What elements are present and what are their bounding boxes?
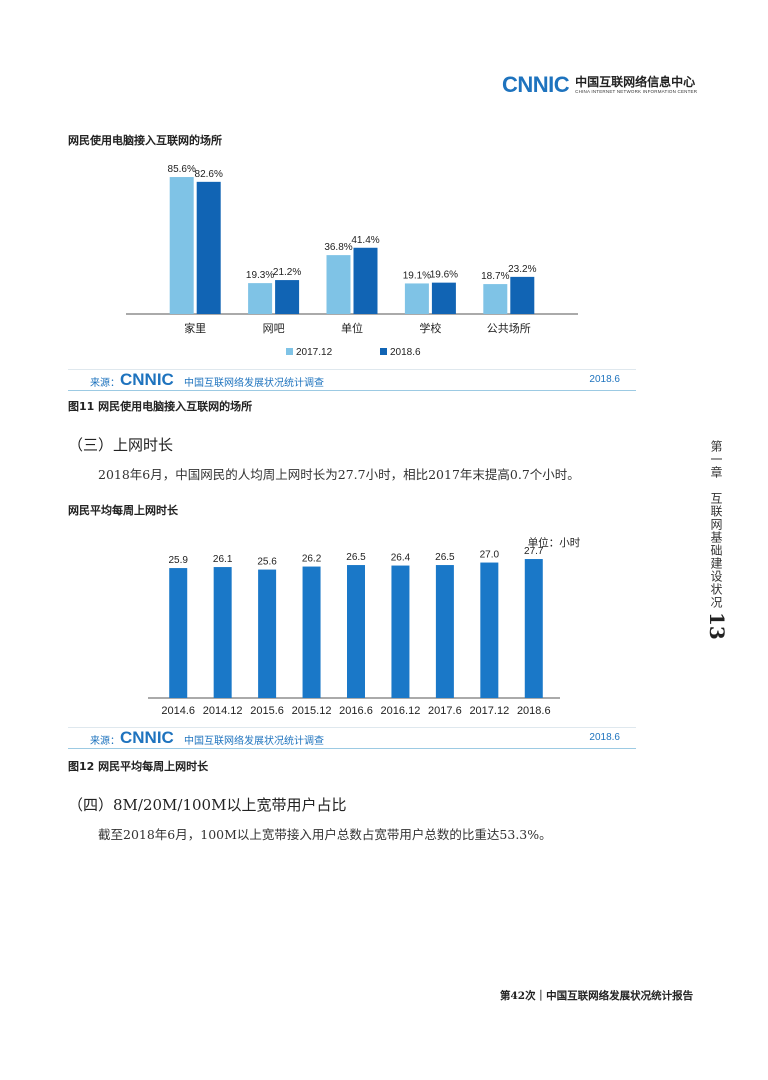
legend-swatch xyxy=(380,348,387,355)
x-tick-label: 2017.6 xyxy=(428,705,462,717)
data-label: 19.1% xyxy=(403,270,431,281)
section3-paragraph: 2018年6月，中国网民的人均周上网时长为27.7小时，相比2017年末提高0.… xyxy=(98,467,580,482)
data-label: 23.2% xyxy=(508,264,536,275)
chart2-caption: 网民平均每周上网时长 xyxy=(68,504,178,517)
logo-mark: CNNIC xyxy=(502,72,570,97)
side-chapter-title: 第一章 互联网基础建设状况 xyxy=(709,440,723,609)
section4-heading: （四）8M/20M/100M以上宽带用户占比 xyxy=(68,796,347,814)
chart2-source-bar: 来源： CNNIC 中国互联网络发展状况统计调查 2018.6 xyxy=(68,727,636,749)
data-label: 25.6 xyxy=(257,557,277,568)
data-label: 26.1 xyxy=(213,554,233,565)
section3-heading: （三）上网时长 xyxy=(68,436,174,454)
source-divider xyxy=(68,390,636,391)
source-title: 中国互联网络发展状况统计调查 xyxy=(184,378,324,389)
data-label: 26.5 xyxy=(435,552,455,563)
data-label: 27.7 xyxy=(524,546,544,557)
unit-label: 单位：小时 xyxy=(528,536,581,549)
logo-cn-name: 中国互联网络信息中心 xyxy=(575,74,696,89)
source-date: 2018.6 xyxy=(589,374,620,385)
bar xyxy=(258,569,277,698)
chart1-caption: 网民使用电脑接入互联网的场所 xyxy=(68,134,222,147)
data-label: 18.7% xyxy=(481,271,509,282)
legend-swatch xyxy=(286,348,293,355)
chart2-svg: 单位：小时 25.9 2014.6 26.1 2014.12 25.6 2015.6 26.2… xyxy=(148,536,581,717)
bar xyxy=(275,280,300,314)
x-tick-label: 单位 xyxy=(341,321,363,335)
bar xyxy=(326,255,351,314)
x-tick-label: 学校 xyxy=(419,321,441,335)
data-label: 26.2 xyxy=(302,554,322,565)
data-label: 41.4% xyxy=(351,235,379,246)
legend-label: 2017.12 xyxy=(296,347,333,358)
data-label: 19.3% xyxy=(246,270,274,281)
x-tick-label: 2015.6 xyxy=(250,705,284,717)
bar xyxy=(213,567,232,698)
logo-en-name: CHINA INTERNET NETWORK INFORMATION CENTE… xyxy=(575,88,698,94)
source-divider xyxy=(68,748,636,749)
data-label: 19.6% xyxy=(430,270,458,281)
data-label: 82.6% xyxy=(195,169,223,180)
section4-paragraph: 截至2018年6月，100M以上宽带接入用户总数占宽带用户总数的比重达53.3%… xyxy=(98,827,552,842)
data-label: 26.4 xyxy=(391,553,411,564)
x-tick-label: 家里 xyxy=(184,321,206,335)
data-label: 25.9 xyxy=(168,555,188,566)
x-tick-label: 公共场所 xyxy=(487,321,531,335)
x-tick-label: 2015.12 xyxy=(292,705,332,717)
chart1-figure-caption: 图11 网民使用电脑接入互联网的场所 xyxy=(68,400,253,413)
bar xyxy=(404,283,429,314)
source-title: 中国互联网络发展状况统计调查 xyxy=(184,736,324,747)
bar xyxy=(435,565,454,698)
x-tick-label: 2016.6 xyxy=(339,705,373,717)
x-tick-label: 2018.6 xyxy=(517,705,551,717)
chart1-svg: 85.6%82.6% 家里 19.3%21.2% 网吧 36.8%41.4% 单位 19.1… xyxy=(126,164,578,358)
source-label: 来源： xyxy=(90,736,120,747)
bar xyxy=(169,177,194,314)
source-logo: CNNIC xyxy=(120,370,174,389)
bar xyxy=(248,283,273,314)
footer-report-title: 第42次｜中国互联网络发展状况统计报告 xyxy=(500,990,694,1002)
x-tick-label: 2014.12 xyxy=(203,705,243,717)
bar xyxy=(524,559,543,698)
bar xyxy=(510,276,535,314)
bar xyxy=(480,562,499,698)
source-label: 来源： xyxy=(90,378,120,389)
source-date: 2018.6 xyxy=(589,732,620,743)
data-label: 21.2% xyxy=(273,267,301,278)
source-logo: CNNIC xyxy=(120,728,174,747)
bar xyxy=(302,566,321,698)
data-label: 36.8% xyxy=(324,242,352,253)
bar xyxy=(391,565,410,698)
data-label: 26.5 xyxy=(346,552,366,563)
chart2-figure-caption: 图12 网民平均每周上网时长 xyxy=(68,760,209,773)
data-label: 85.6% xyxy=(168,164,196,175)
chart1-source-bar: 来源： CNNIC 中国互联网络发展状况统计调查 2018.6 xyxy=(68,369,636,391)
x-tick-label: 2017.12 xyxy=(469,705,509,717)
logo-text: 中国互联网络信息中心 CHINA INTERNET NETWORK INFORM… xyxy=(575,74,698,95)
cnnic-logo: CNNIC 中国互联网络信息中心 CHINA INTERNET NETWORK … xyxy=(502,72,697,98)
bar xyxy=(353,247,378,314)
bar xyxy=(347,565,365,698)
bar xyxy=(431,282,456,314)
bar xyxy=(483,284,508,314)
bar xyxy=(196,181,221,314)
x-tick-label: 2014.6 xyxy=(161,705,195,717)
data-label: 27.0 xyxy=(480,550,500,561)
x-tick-label: 2016.12 xyxy=(381,705,421,717)
x-tick-label: 网吧 xyxy=(263,323,285,335)
page-number: 13 xyxy=(705,612,729,640)
legend-label: 2018.6 xyxy=(390,347,421,358)
bar xyxy=(169,568,188,698)
